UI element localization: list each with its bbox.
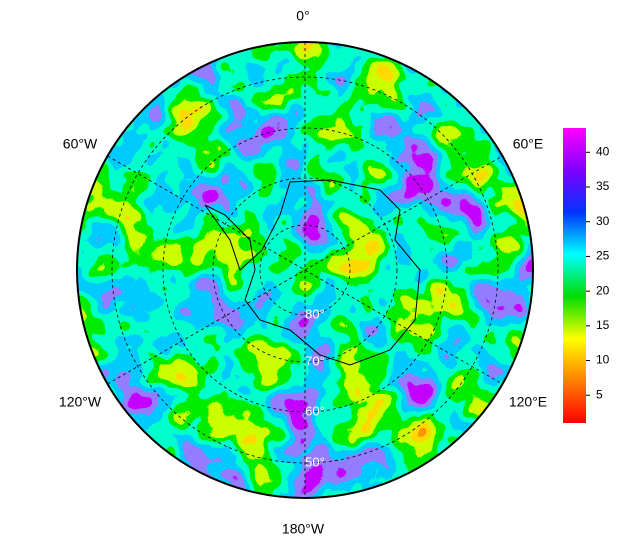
lat-label: 50° bbox=[305, 454, 325, 469]
lon-label: 60°E bbox=[513, 136, 544, 152]
colorbar bbox=[563, 128, 586, 423]
lon-label: 180°W bbox=[282, 521, 325, 537]
graticule bbox=[107, 42, 503, 498]
lon-label: 60°W bbox=[63, 136, 98, 152]
colorbar-tick-label: 35 bbox=[596, 179, 610, 193]
lon-label: 120°E bbox=[509, 394, 547, 410]
colorbar-tick-label: 20 bbox=[596, 283, 610, 297]
lat-label: 70° bbox=[305, 353, 325, 368]
colorbar-tick-label: 15 bbox=[596, 318, 610, 332]
map-border bbox=[76, 41, 534, 499]
colorbar-tick-label: 25 bbox=[596, 249, 610, 263]
lat-label: 80° bbox=[305, 306, 325, 321]
lon-label: 0° bbox=[296, 8, 309, 24]
colorbar-tick-label: 5 bbox=[596, 387, 603, 401]
colorbar-tick-label: 30 bbox=[596, 214, 610, 228]
lon-label: 120°W bbox=[59, 394, 102, 410]
colorbar-tick-label: 40 bbox=[596, 144, 610, 158]
coastline bbox=[204, 179, 421, 366]
colorbar-tick-label: 10 bbox=[596, 353, 610, 367]
lat-label: 60° bbox=[305, 403, 325, 418]
